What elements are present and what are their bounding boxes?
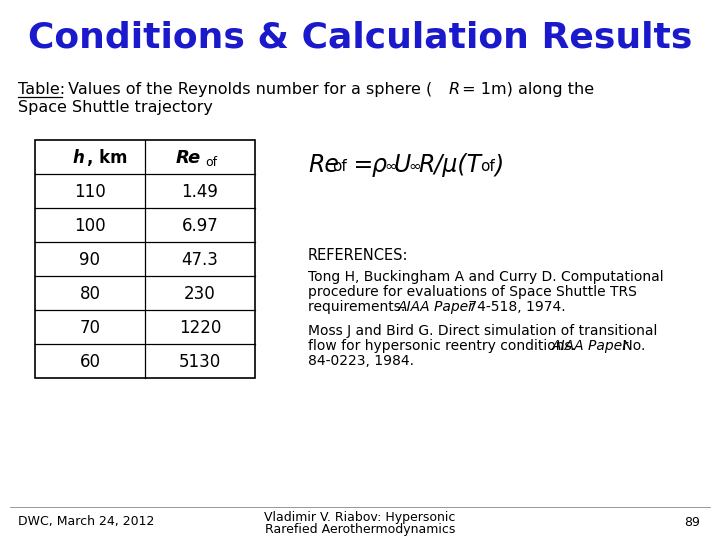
Text: 230: 230 [184,285,216,303]
Text: R/μ(T: R/μ(T [418,153,481,177]
Text: No.: No. [618,339,645,353]
Text: 6.97: 6.97 [181,217,218,235]
Text: REFERENCES:: REFERENCES: [308,248,408,263]
Text: R: R [449,82,460,97]
Text: Space Shuttle trajectory: Space Shuttle trajectory [18,100,213,115]
Text: DWC, March 24, 2012: DWC, March 24, 2012 [18,516,154,529]
Text: = 1m) along the: = 1m) along the [457,82,594,97]
Text: h: h [72,149,84,167]
Text: procedure for evaluations of Space Shuttle TRS: procedure for evaluations of Space Shutt… [308,285,637,299]
Text: requirements.: requirements. [308,300,410,314]
Text: of: of [332,159,347,174]
Text: ∞: ∞ [408,159,420,174]
Text: of: of [205,157,217,170]
Text: =: = [346,153,381,177]
Text: flow for hypersonic reentry conditions.: flow for hypersonic reentry conditions. [308,339,580,353]
Text: Re: Re [308,153,339,177]
Text: Rarefied Aerothermodynamics: Rarefied Aerothermodynamics [265,523,455,537]
Bar [35,140,255,378]
Text: 90: 90 [79,251,101,269]
Text: Conditions & Calculation Results: Conditions & Calculation Results [28,21,692,55]
Text: , km: , km [87,149,127,167]
Text: 70: 70 [79,319,101,337]
Text: 110: 110 [74,183,106,201]
Text: 1.49: 1.49 [181,183,218,201]
Text: 84-0223, 1984.: 84-0223, 1984. [308,354,414,368]
Text: 74-518, 1974.: 74-518, 1974. [464,300,566,314]
Text: 80: 80 [79,285,101,303]
Text: ∞: ∞ [384,159,397,174]
Text: 89: 89 [684,516,700,529]
Text: ): ) [494,153,503,177]
Text: Vladimir V. Riabov: Hypersonic: Vladimir V. Riabov: Hypersonic [264,511,456,524]
Text: Moss J and Bird G. Direct simulation of transitional: Moss J and Bird G. Direct simulation of … [308,324,657,338]
Text: of: of [480,159,495,174]
Text: Re: Re [176,149,201,167]
Text: AIAA Paper: AIAA Paper [552,339,629,353]
Text: 100: 100 [74,217,106,235]
Text: Values of the Reynolds number for a sphere (: Values of the Reynolds number for a sphe… [63,82,432,97]
Text: Table:: Table: [18,82,65,97]
Text: 1220: 1220 [179,319,221,337]
Text: 47.3: 47.3 [181,251,218,269]
Text: AIAA Paper: AIAA Paper [398,300,475,314]
Text: Tong H, Buckingham A and Curry D. Computational: Tong H, Buckingham A and Curry D. Comput… [308,270,664,284]
Text: 60: 60 [79,353,101,371]
Text: ρ: ρ [372,153,387,177]
Text: 5130: 5130 [179,353,221,371]
Text: U: U [394,153,411,177]
